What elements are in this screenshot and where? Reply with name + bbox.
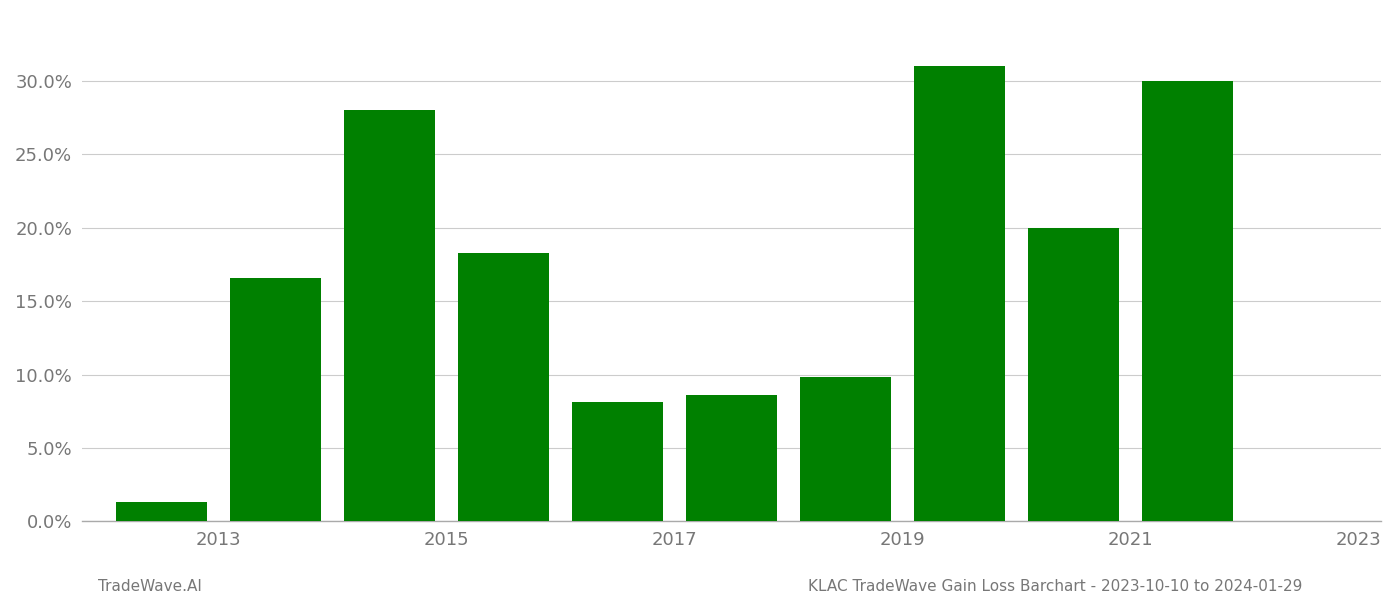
Text: KLAC TradeWave Gain Loss Barchart - 2023-10-10 to 2024-01-29: KLAC TradeWave Gain Loss Barchart - 2023… [808, 579, 1302, 594]
Bar [116, 502, 207, 521]
Bar [686, 395, 777, 521]
Bar [1142, 81, 1233, 521]
Text: TradeWave.AI: TradeWave.AI [98, 579, 202, 594]
Bar [914, 67, 1005, 521]
Bar [799, 377, 890, 521]
Bar [1028, 228, 1119, 521]
Bar [230, 278, 321, 521]
Bar [573, 403, 664, 521]
Bar [344, 110, 435, 521]
Bar [458, 253, 549, 521]
